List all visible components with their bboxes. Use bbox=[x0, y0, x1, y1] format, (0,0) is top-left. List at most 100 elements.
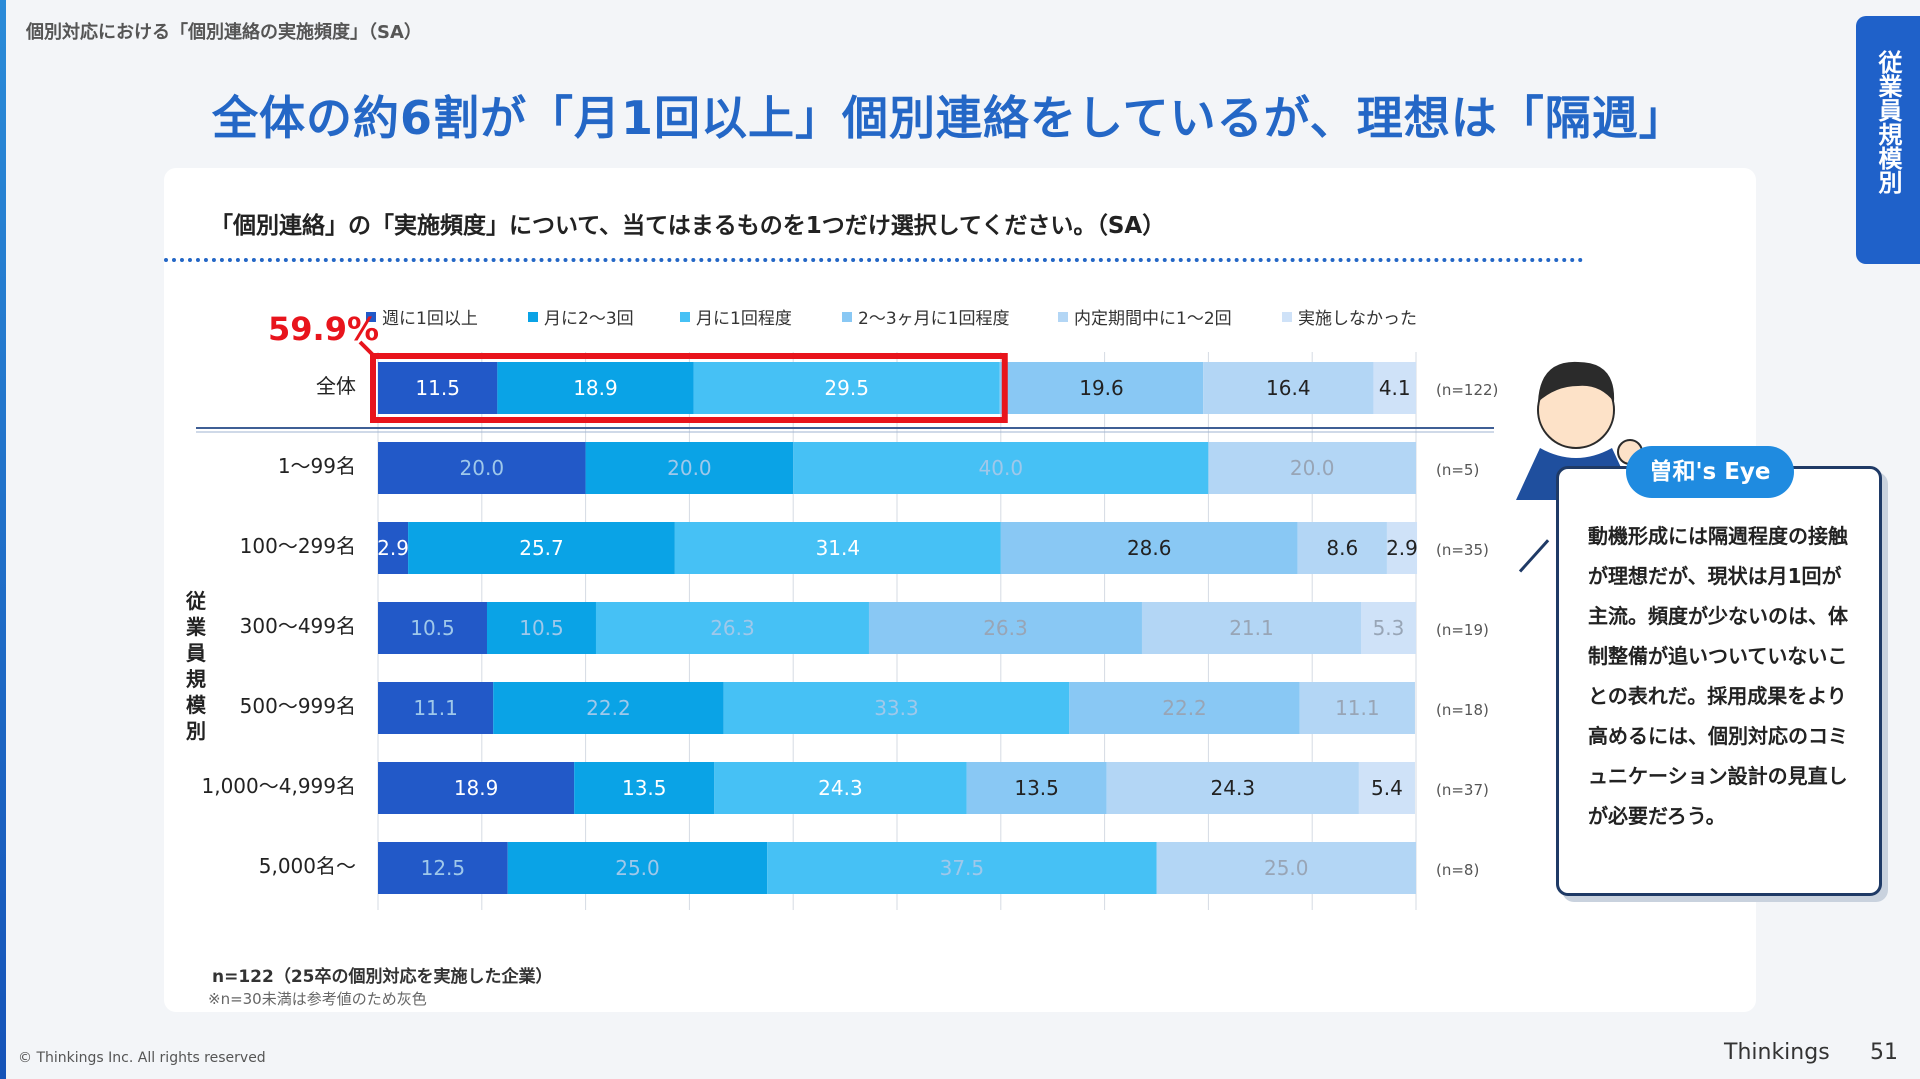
data-label: 26.3 bbox=[710, 616, 755, 640]
data-label: 13.5 bbox=[1014, 776, 1059, 800]
legend-swatch bbox=[1282, 312, 1292, 322]
data-label: 25.0 bbox=[615, 856, 660, 880]
data-label: 22.2 bbox=[586, 696, 631, 720]
category-label: 全体 bbox=[316, 374, 356, 398]
bar-segment bbox=[1106, 762, 1359, 814]
category-label: 1,000〜4,999名 bbox=[201, 774, 356, 798]
bar-segment bbox=[1297, 522, 1387, 574]
data-label: 24.3 bbox=[818, 776, 863, 800]
avatar-hair bbox=[1538, 361, 1615, 402]
data-label: 20.0 bbox=[667, 456, 712, 480]
group-label-char: 規 bbox=[186, 667, 206, 691]
copyright: © Thinkings Inc. All rights reserved bbox=[18, 1050, 266, 1066]
n-label: (n=8) bbox=[1436, 861, 1479, 879]
commentary-text: 動機形成には隔週程度の接触が理想だが、現状は月1回が主流。頻度が少ないのは、体制… bbox=[1588, 524, 1848, 828]
bar-segment bbox=[595, 602, 869, 654]
data-label: 13.5 bbox=[622, 776, 667, 800]
highlight-connector bbox=[358, 340, 378, 360]
bar-segment bbox=[674, 522, 1001, 574]
data-label: 18.9 bbox=[454, 776, 499, 800]
legend-swatch bbox=[528, 312, 538, 322]
data-label: 4.1 bbox=[1379, 376, 1411, 400]
survey-question: 「個別連絡」の「実施頻度」について、当てはまるものを1つだけ選択してください。（… bbox=[210, 213, 1166, 239]
legend-label: 月に2〜3回 bbox=[544, 309, 634, 329]
data-label: 31.4 bbox=[816, 536, 861, 560]
legend-label: 実施しなかった bbox=[1298, 309, 1417, 329]
bar-segment bbox=[966, 762, 1107, 814]
page-number: 51 bbox=[1870, 1040, 1898, 1065]
data-label: 21.1 bbox=[1229, 616, 1274, 640]
bar-segment bbox=[1373, 362, 1416, 414]
data-label: 5.4 bbox=[1371, 776, 1403, 800]
side-tab[interactable]: 従業員規模別 bbox=[1856, 16, 1920, 264]
bar-segment bbox=[793, 442, 1209, 494]
group-label-char: 別 bbox=[186, 719, 206, 743]
bar-segment bbox=[1156, 842, 1416, 894]
bar-segment bbox=[1203, 362, 1374, 414]
left-accent-bar bbox=[0, 0, 6, 1079]
legend-label: 内定期間中に1〜2回 bbox=[1074, 309, 1232, 329]
commentary-box bbox=[1556, 466, 1882, 896]
n-label: (n=37) bbox=[1436, 781, 1489, 799]
category-label: 5,000名〜 bbox=[259, 854, 356, 878]
commentary-badge: 曽和's Eye bbox=[1626, 446, 1794, 498]
side-tab-label: 従業員規模別 bbox=[1874, 50, 1902, 194]
bar-segment bbox=[767, 842, 1157, 894]
data-label: 10.5 bbox=[410, 616, 455, 640]
data-label: 29.5 bbox=[824, 376, 869, 400]
data-label: 24.3 bbox=[1211, 776, 1256, 800]
legend-swatch bbox=[1058, 312, 1068, 322]
legend-label: 週に1回以上 bbox=[382, 309, 478, 329]
bar-segment bbox=[574, 762, 715, 814]
n-label: (n=19) bbox=[1436, 621, 1489, 639]
category-label: 1〜99名 bbox=[278, 454, 356, 478]
bar-segment bbox=[378, 442, 586, 494]
bar-segment bbox=[486, 602, 596, 654]
data-label: 25.0 bbox=[1264, 856, 1309, 880]
bar-segment bbox=[1360, 602, 1416, 654]
page-title: 全体の約6割が「月1回以上」個別連絡をしているが、理想は「隔週」 bbox=[212, 91, 1686, 145]
bar-segment bbox=[493, 682, 724, 734]
bar-segment bbox=[1069, 682, 1300, 734]
data-label: 11.1 bbox=[413, 696, 458, 720]
data-label: 11.1 bbox=[1335, 696, 1380, 720]
data-label: 2.9 bbox=[1386, 536, 1418, 560]
breadcrumb: 個別対応における「個別連絡の実施頻度」（SA） bbox=[26, 22, 422, 43]
data-label: 25.7 bbox=[519, 536, 564, 560]
data-label: 40.0 bbox=[979, 456, 1024, 480]
category-label: 100〜299名 bbox=[240, 534, 356, 558]
footnote-reference: ※n=30未満は参考値のため灰色 bbox=[208, 990, 427, 1008]
bar-segment bbox=[723, 682, 1070, 734]
n-label: (n=5) bbox=[1436, 461, 1479, 479]
bar-segment bbox=[378, 762, 575, 814]
bar-segment bbox=[378, 842, 508, 894]
highlight-box bbox=[370, 353, 1008, 423]
category-label: 500〜999名 bbox=[240, 694, 356, 718]
group-label-char: 模 bbox=[186, 693, 207, 717]
data-label: 18.9 bbox=[573, 376, 618, 400]
bar-segment bbox=[378, 362, 498, 414]
data-label: 20.0 bbox=[1290, 456, 1335, 480]
category-label: 300〜499名 bbox=[240, 614, 356, 638]
bar-segment bbox=[1386, 522, 1418, 574]
bar-segment bbox=[1299, 682, 1415, 734]
data-label: 28.6 bbox=[1127, 536, 1172, 560]
n-label: (n=18) bbox=[1436, 701, 1489, 719]
bar-segment bbox=[378, 522, 409, 574]
dotted-divider bbox=[164, 258, 1584, 262]
data-label: 26.3 bbox=[983, 616, 1028, 640]
legend-swatch bbox=[680, 312, 690, 322]
bar-segment bbox=[585, 442, 794, 494]
n-label: (n=35) bbox=[1436, 541, 1489, 559]
bar-segment bbox=[378, 602, 487, 654]
legend-label: 2〜3ヶ月に1回程度 bbox=[858, 309, 1009, 329]
data-label: 12.5 bbox=[421, 856, 466, 880]
legend-swatch bbox=[842, 312, 852, 322]
bar-segment bbox=[378, 682, 494, 734]
data-label: 2.9 bbox=[377, 536, 409, 560]
brand-name: Thinkings bbox=[1724, 1040, 1830, 1065]
footnote-sample: n=122（25卒の個別対応を実施した企業） bbox=[212, 967, 553, 987]
data-label: 5.3 bbox=[1373, 616, 1405, 640]
data-label: 37.5 bbox=[940, 856, 985, 880]
data-label: 16.4 bbox=[1266, 376, 1311, 400]
